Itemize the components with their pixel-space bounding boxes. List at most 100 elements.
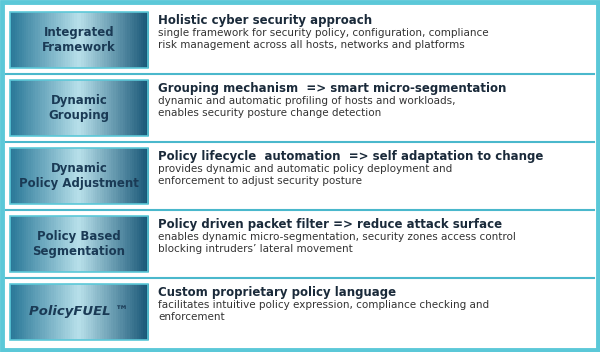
Bar [132, 80, 134, 136]
Bar [137, 12, 139, 68]
Bar [134, 80, 137, 136]
Bar [56, 12, 59, 68]
Bar [118, 148, 121, 204]
Bar [72, 12, 75, 68]
Bar [100, 12, 103, 68]
Bar [118, 12, 121, 68]
Bar [31, 12, 34, 68]
Bar [28, 284, 31, 340]
Bar [31, 216, 34, 272]
Bar [74, 216, 77, 272]
Bar [102, 80, 105, 136]
Bar [95, 148, 98, 204]
Bar [10, 12, 13, 68]
Bar [143, 216, 146, 272]
Bar [121, 148, 123, 204]
Text: Policy driven packet filter => reduce attack surface: Policy driven packet filter => reduce at… [158, 218, 502, 231]
Bar [17, 148, 20, 204]
Text: Grouping mechanism  => smart micro-segmentation: Grouping mechanism => smart micro-segmen… [158, 82, 506, 95]
Bar [111, 216, 114, 272]
Bar [82, 80, 84, 136]
Bar [19, 284, 22, 340]
Text: Dynamic
Policy Adjustment: Dynamic Policy Adjustment [19, 162, 139, 190]
Bar [40, 284, 43, 340]
Bar [102, 12, 105, 68]
Bar [26, 216, 29, 272]
Bar [104, 216, 107, 272]
Bar [12, 148, 15, 204]
Bar [38, 216, 40, 272]
Bar [102, 148, 105, 204]
Bar [35, 80, 38, 136]
Bar [47, 80, 50, 136]
Bar [31, 284, 34, 340]
Bar [118, 284, 121, 340]
Bar [14, 12, 17, 68]
Bar [93, 148, 95, 204]
Bar [22, 216, 24, 272]
Bar [40, 12, 43, 68]
Bar [79, 12, 82, 68]
Bar [44, 216, 47, 272]
Bar [137, 148, 139, 204]
Bar [54, 216, 56, 272]
Bar [10, 80, 13, 136]
Bar [116, 80, 119, 136]
Bar [83, 12, 86, 68]
Text: Policy lifecycle  automation  => self adaptation to change: Policy lifecycle automation => self adap… [158, 150, 544, 163]
Bar [82, 12, 84, 68]
Bar [74, 148, 77, 204]
Text: PolicyFUEL ™: PolicyFUEL ™ [29, 306, 129, 319]
Bar [35, 12, 38, 68]
Bar [143, 80, 146, 136]
Bar [83, 216, 86, 272]
Bar [139, 12, 142, 68]
Bar [97, 284, 100, 340]
Bar [10, 148, 148, 204]
Bar [127, 284, 130, 340]
Bar [33, 148, 36, 204]
Bar [28, 12, 31, 68]
Bar [67, 148, 70, 204]
Bar [28, 216, 31, 272]
Bar [24, 216, 26, 272]
Bar [52, 80, 54, 136]
Bar [121, 12, 123, 68]
Bar [130, 216, 133, 272]
Bar [83, 284, 86, 340]
Bar [77, 80, 79, 136]
Bar [107, 216, 109, 272]
Bar [14, 148, 17, 204]
Bar [134, 216, 137, 272]
Bar [97, 80, 100, 136]
Bar [113, 216, 116, 272]
Bar [24, 148, 26, 204]
Bar [130, 148, 133, 204]
Bar [42, 80, 45, 136]
Bar [86, 284, 89, 340]
Bar [49, 284, 52, 340]
Bar [38, 284, 40, 340]
Bar [54, 284, 56, 340]
Bar [10, 284, 148, 340]
Bar [109, 216, 112, 272]
Bar [122, 148, 125, 204]
Bar [100, 148, 103, 204]
Bar [47, 148, 50, 204]
Bar [82, 148, 84, 204]
Bar [42, 148, 45, 204]
Bar [132, 12, 134, 68]
Bar [141, 148, 144, 204]
Bar [17, 284, 20, 340]
Bar [47, 12, 50, 68]
Bar [100, 216, 103, 272]
Bar [70, 216, 73, 272]
Bar [77, 12, 79, 68]
Bar [93, 284, 95, 340]
Bar [40, 80, 43, 136]
Text: Dynamic
Grouping: Dynamic Grouping [49, 94, 110, 122]
Bar [134, 284, 137, 340]
Bar [33, 216, 36, 272]
Bar [65, 148, 68, 204]
Bar [24, 80, 26, 136]
